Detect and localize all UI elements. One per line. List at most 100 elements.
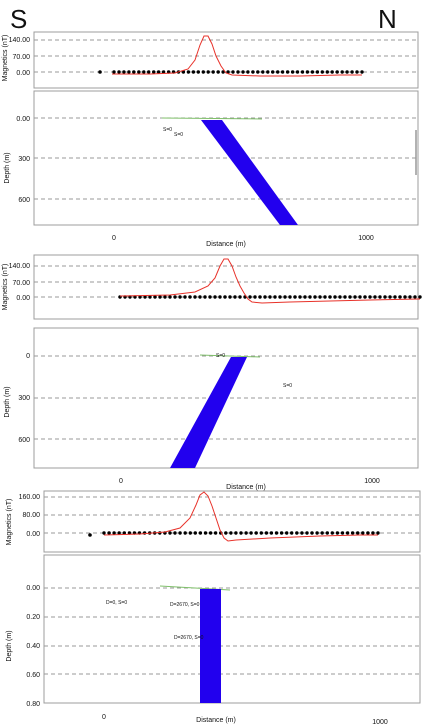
panel-3-depth-tick: 0.00 (26, 585, 40, 592)
station-dot (288, 295, 292, 299)
station-dot (216, 70, 220, 74)
station-dot (251, 70, 255, 74)
station-dot (249, 531, 253, 535)
station-dot (279, 531, 284, 535)
panel-3-depth-section: 0.00 0.20 0.40 0.60 0.80 Depth (m) D=0, … (6, 554, 421, 708)
station-dot (246, 70, 250, 74)
station-dot (393, 295, 397, 299)
panel-3-offset-station (88, 533, 92, 537)
station-dot (178, 295, 182, 299)
station-dot (198, 531, 203, 535)
station-dot (142, 70, 146, 74)
station-dot (271, 70, 275, 74)
station-dot (236, 70, 240, 74)
panel-1-depth-axis-label: Depth (m) (4, 152, 11, 183)
station-dot (239, 531, 243, 535)
north-label: N (378, 4, 397, 34)
station-dot (112, 531, 116, 535)
station-dot (308, 295, 312, 299)
south-label: S (10, 4, 27, 34)
station-dot (193, 295, 197, 299)
station-dot (300, 70, 305, 74)
panel-1-x-tick: 0 (112, 235, 116, 242)
station-dot (201, 70, 205, 74)
panel-2-depth-tick: 0 (26, 353, 30, 360)
panel-1-dipping-body (201, 120, 298, 225)
station-dot (264, 531, 269, 535)
station-dot (290, 70, 295, 74)
station-dot (398, 295, 402, 299)
panel-3-depth-tick: 0.20 (26, 614, 40, 621)
station-dot (208, 531, 213, 535)
panel-1-depth-tick: 0.00 (16, 116, 30, 123)
panel-3-annotation: D=0, S=0 (106, 600, 127, 606)
station-dot (274, 531, 279, 535)
panel-1-depth-section: 0.00 300 600 Depth (m) S=0 S=0 (4, 90, 419, 226)
station-dot (325, 531, 329, 535)
station-dot (261, 70, 265, 74)
panel-2-distance-label: Distance (m) (226, 484, 266, 491)
panel-3-distance-label: Distance (m) (196, 717, 236, 724)
station-dot (413, 295, 417, 299)
panel-3-depth-frame (43, 554, 421, 704)
panel-1-surface-line (161, 117, 263, 120)
station-dot (112, 70, 116, 74)
panel-1: 140.00 70.00 0.00 Magnetics (nT) 0.00 30… (2, 31, 419, 248)
station-dot (244, 531, 248, 535)
station-dot (310, 70, 315, 74)
station-dot (198, 295, 202, 299)
panel-1-distance-label: Distance (m) (206, 241, 246, 248)
panel-3-magnetics-plot: 160.00 80.00 0.00 Magnetics (nT) (6, 490, 421, 553)
station-dot (231, 70, 235, 74)
panel-1-annotation: S=0 (163, 127, 172, 133)
station-dot (355, 70, 359, 74)
station-dot (376, 531, 380, 535)
panel-2-magnetics-plot: 140.00 70.00 0.00 Magnetics (nT) (2, 254, 422, 320)
station-dot (132, 70, 136, 74)
station-dot (345, 531, 350, 535)
station-dot (188, 295, 192, 299)
station-dot (315, 531, 319, 535)
station-dot (153, 295, 157, 299)
station-dot (183, 531, 187, 535)
station-dot (258, 295, 262, 299)
panel-1-anomaly-curve (112, 35, 362, 77)
station-dot (178, 531, 182, 535)
station-dot (371, 531, 375, 535)
panel-2-annotation: S=0 (283, 383, 292, 389)
station-dot (152, 70, 156, 74)
panel-1-x-tick: 1000 (358, 235, 374, 242)
station-dot (300, 531, 304, 535)
station-dot (310, 531, 314, 535)
station-dot (325, 70, 329, 74)
panel-1-mag-tick: 70.00 (12, 54, 30, 61)
station-dot (303, 295, 307, 299)
station-dot (238, 295, 242, 299)
panel-3-depth-axis-label: Depth (m) (6, 630, 13, 661)
station-dot (137, 70, 141, 74)
station-dot (418, 295, 422, 299)
station-dot (278, 295, 282, 299)
station-dot (335, 531, 340, 535)
panel-1-magnetics-axis-label: Magnetics (nT) (2, 35, 9, 82)
station-dot (186, 70, 191, 74)
station-dot (315, 70, 320, 74)
panel-3-mag-tick: 80.00 (22, 512, 40, 519)
station-dot (117, 531, 121, 535)
station-dot (161, 70, 166, 74)
station-dot (234, 531, 238, 535)
station-dot (280, 70, 285, 74)
station-dot (107, 531, 111, 535)
panel-2-dipping-body (170, 357, 247, 468)
panel-1-depth-tick: 300 (18, 156, 30, 163)
station-dot (203, 295, 207, 299)
station-dot (285, 70, 290, 74)
station-dot (360, 70, 364, 74)
station-dot (259, 531, 263, 535)
station-dot (330, 70, 334, 74)
station-dot (213, 531, 218, 535)
panel-3-annotation: D=2670, S=0 (170, 602, 200, 608)
panel-2-magnetics-frame (33, 254, 419, 320)
station-dot (254, 531, 258, 535)
